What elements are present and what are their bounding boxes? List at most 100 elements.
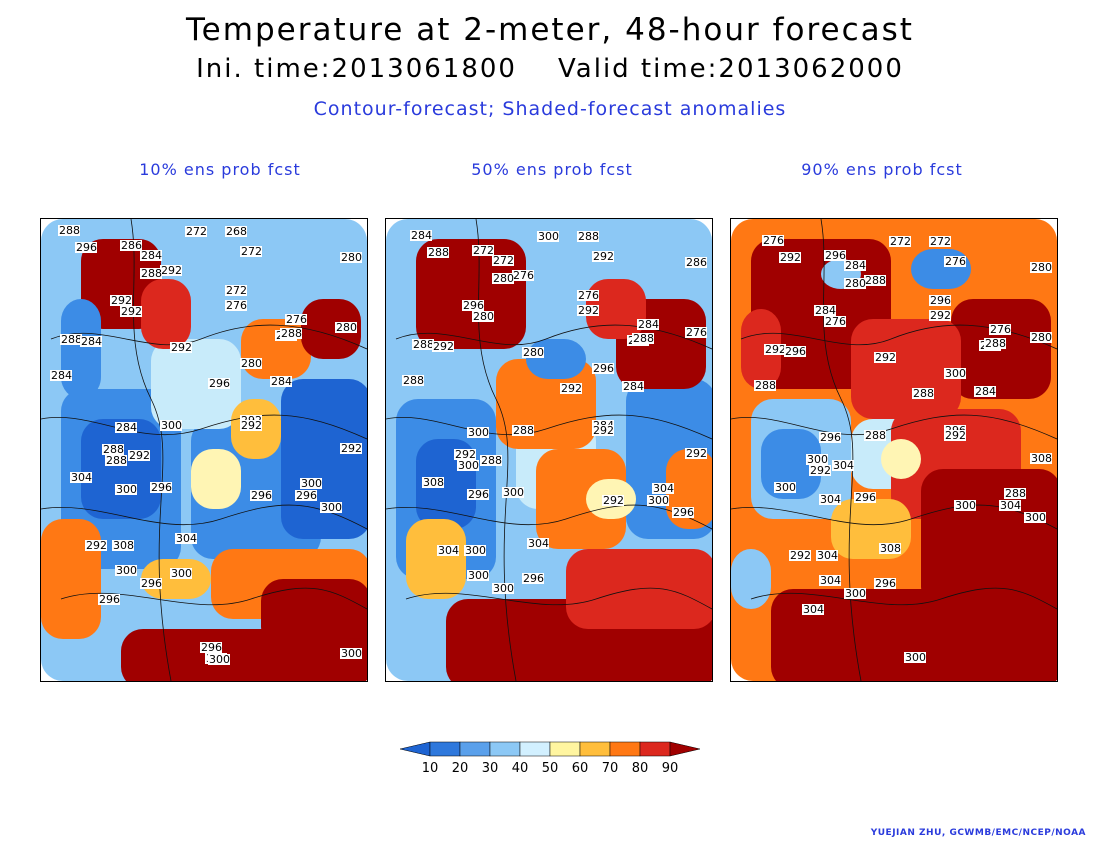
contour-label-box bbox=[816, 550, 838, 561]
contour-label-box bbox=[115, 422, 137, 433]
contour-label: 296 bbox=[76, 241, 97, 254]
colorbar-swatch bbox=[639, 741, 671, 757]
contour-label: 300 bbox=[493, 582, 514, 595]
contour-label: 272 bbox=[930, 235, 951, 248]
anomaly-shading-region bbox=[771, 589, 1057, 681]
colorbar-tick-label: 20 bbox=[452, 761, 469, 776]
contour-label: 296 bbox=[930, 294, 951, 307]
anomaly-shading-region bbox=[416, 239, 526, 349]
credit-text: YUEJIAN ZHU, GCWMB/EMC/NCEP/NOAA bbox=[870, 828, 1086, 838]
temperature-contour bbox=[405, 587, 712, 610]
contour-label-box bbox=[225, 226, 247, 237]
contour-label-box bbox=[240, 420, 262, 431]
colorbar-tick-label: 70 bbox=[602, 761, 619, 776]
contour-label: 292 bbox=[455, 448, 476, 461]
contour-label-box bbox=[1004, 488, 1026, 499]
colorbar-swatch bbox=[519, 741, 551, 757]
contour-label-box bbox=[225, 300, 247, 311]
temperature-contour bbox=[41, 414, 367, 440]
temperature-contour bbox=[50, 324, 367, 350]
contour-label-box bbox=[70, 472, 92, 483]
contour-label: 292 bbox=[780, 251, 801, 264]
contour-label-box bbox=[864, 430, 886, 441]
contour-label: 300 bbox=[341, 647, 362, 660]
contour-label: 296 bbox=[151, 481, 172, 494]
contour-label: 304 bbox=[833, 459, 854, 472]
contour-label-box bbox=[789, 550, 811, 561]
contour-label-box bbox=[98, 594, 120, 605]
contour-label-box bbox=[685, 448, 707, 459]
contour-label-box bbox=[874, 352, 896, 363]
contour-label-box bbox=[295, 490, 317, 501]
contour-label-box bbox=[492, 255, 514, 266]
contour-label: 280 bbox=[1031, 261, 1052, 274]
contour-label-box bbox=[115, 484, 137, 495]
contour-label-box bbox=[592, 363, 614, 374]
contour-label: 296 bbox=[820, 431, 841, 444]
contour-label: 288 bbox=[413, 338, 434, 351]
contour-label-box bbox=[929, 236, 951, 247]
contour-label-box bbox=[809, 465, 831, 476]
contour-label-box bbox=[170, 342, 192, 353]
contour-label: 276 bbox=[763, 234, 784, 247]
contour-label: 292 bbox=[561, 382, 582, 395]
anomaly-shading-region bbox=[406, 519, 466, 599]
contour-label: 286 bbox=[686, 256, 707, 269]
anomaly-shading-region bbox=[586, 279, 646, 339]
contour-label-box bbox=[944, 430, 966, 441]
contour-label: 300 bbox=[468, 569, 489, 582]
contour-label: 288 bbox=[633, 332, 654, 345]
temperature-contour bbox=[475, 219, 517, 681]
contour-label-box bbox=[685, 257, 707, 268]
contour-label-box bbox=[632, 333, 654, 344]
contour-label: 288 bbox=[103, 443, 124, 456]
contour-label: 296 bbox=[99, 593, 120, 606]
contour-label-box bbox=[467, 570, 489, 581]
contour-label-box bbox=[844, 588, 866, 599]
contour-label: 304 bbox=[820, 493, 841, 506]
colorbar-swatch bbox=[459, 741, 491, 757]
contour-label-box bbox=[944, 368, 966, 379]
contour-label-box bbox=[437, 545, 459, 556]
contour-label: 284 bbox=[116, 421, 137, 434]
colorbar-tick-label: 30 bbox=[482, 761, 499, 776]
contour-label-box bbox=[824, 250, 846, 261]
temperature-contour bbox=[130, 219, 172, 681]
contour-label-box bbox=[779, 252, 801, 263]
contour-label-box bbox=[175, 533, 197, 544]
contour-label-box bbox=[784, 346, 806, 357]
contour-label: 296 bbox=[209, 377, 230, 390]
contour-label-box bbox=[754, 380, 776, 391]
panel-title-10pct: 10% ens prob fcst bbox=[139, 160, 301, 179]
contour-label: 288 bbox=[481, 454, 502, 467]
contour-label-box bbox=[929, 310, 951, 321]
contour-label: 288 bbox=[913, 387, 934, 400]
contour-label-box bbox=[864, 275, 886, 286]
contour-label: 300 bbox=[116, 564, 137, 577]
contour-label: 276 bbox=[990, 323, 1011, 336]
contour-label: 284 bbox=[815, 304, 836, 317]
contour-label-box bbox=[577, 290, 599, 301]
contour-label-box bbox=[320, 502, 342, 513]
contour-label-box bbox=[904, 652, 926, 663]
colorbar-swatch bbox=[399, 741, 431, 757]
contour-label: 276 bbox=[513, 269, 534, 282]
contour-label: 300 bbox=[955, 499, 976, 512]
time-subtitle: Ini. time:2013061800 Valid time:20130620… bbox=[196, 54, 904, 84]
contour-label: 288 bbox=[865, 274, 886, 287]
contour-label: 288 bbox=[106, 454, 127, 467]
contour-label-box bbox=[889, 236, 911, 247]
contour-label: 300 bbox=[209, 653, 230, 666]
contour-label-box bbox=[824, 316, 846, 327]
contour-label: 284 bbox=[271, 375, 292, 388]
contour-label: 300 bbox=[807, 453, 828, 466]
contour-label-box bbox=[285, 314, 307, 325]
contour-label-box bbox=[160, 420, 182, 431]
contour-label-box bbox=[1030, 453, 1052, 464]
contour-label: 304 bbox=[176, 532, 197, 545]
contour-label: 288 bbox=[141, 267, 162, 280]
contour-label: 276 bbox=[578, 289, 599, 302]
contour-label: 308 bbox=[880, 542, 901, 555]
contour-label-box bbox=[270, 376, 292, 387]
